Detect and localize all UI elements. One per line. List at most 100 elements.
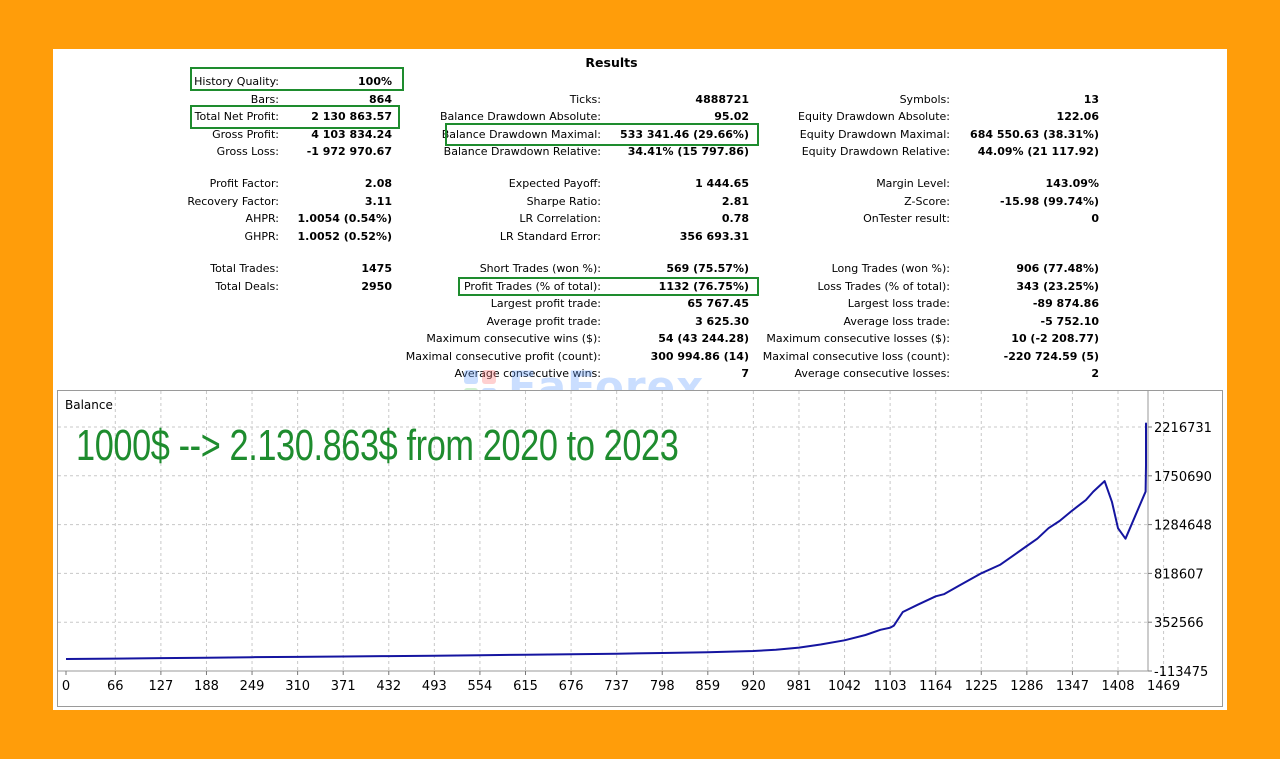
x-tick-label: 737 (604, 679, 629, 694)
col2-label: Balance Drawdown Absolute: (439, 110, 601, 123)
x-tick-label: 554 (468, 679, 493, 694)
col1-label: AHPR: (245, 212, 279, 225)
col2-value: 65 767.45 (687, 297, 749, 310)
col2-label: Expected Payoff: (508, 177, 601, 190)
report-panel: Results History Quality: 100% Bars: 864 Tota… (53, 49, 1227, 710)
col1-value: 3.11 (364, 195, 392, 208)
col3-label: Equity Drawdown Maximal: (799, 128, 950, 141)
col3-value: 44.09% (21 117.92) (977, 145, 1099, 158)
balance-chart: 0 66 127 188 249 310 371 432 493 554 615 676 737 798 8… (57, 390, 1223, 707)
y-tick-label: -113475 (1154, 665, 1208, 680)
x-tick-label: 371 (331, 679, 356, 694)
col2-value: 95.02 (714, 110, 749, 123)
x-tick-label: 859 (695, 679, 720, 694)
col3-value: 13 (1083, 93, 1099, 106)
col2-label: Sharpe Ratio: (526, 195, 601, 208)
col2-label: Average profit trade: (486, 315, 601, 328)
highlight-total-net-profit (190, 105, 400, 129)
col2-value: 356 693.31 (679, 230, 749, 243)
col1-value: 1.0054 (0.54%) (297, 212, 393, 225)
x-tick-label: 127 (148, 679, 173, 694)
col3-value: -5 752.10 (1040, 315, 1100, 328)
col2-label: LR Standard Error: (499, 230, 601, 243)
col1-value: 2950 (361, 280, 392, 293)
y-tick-label: 818607 (1154, 567, 1204, 582)
col2-value: 2.81 (721, 195, 749, 208)
col3-label: Equity Drawdown Relative: (801, 145, 950, 158)
col1-value: 2 130 863.57 (311, 110, 392, 123)
col1-label: Gross Loss: (216, 145, 279, 158)
x-tick-label: 1042 (828, 679, 861, 694)
col3-value: -15.98 (99.74%) (999, 195, 1099, 208)
col2-label: Largest profit trade: (490, 297, 601, 310)
col2-value: 34.41% (15 797.86) (627, 145, 749, 158)
col3-value: 0 (1091, 212, 1099, 225)
col1-label: Total Deals: (215, 280, 279, 293)
x-tick-label: 1408 (1101, 679, 1134, 694)
balance-chart-svg: 0 66 127 188 249 310 371 432 493 554 615 676 737 798 8… (58, 391, 1212, 694)
x-tick-label: 0 (62, 679, 70, 694)
col3-value: 906 (77.48%) (1016, 262, 1099, 275)
x-tick-label: 188 (194, 679, 219, 694)
col2-value: 7 (741, 367, 749, 380)
y-tick-label: 1750690 (1154, 470, 1212, 485)
y-tick-label: 1284648 (1154, 519, 1212, 534)
col3-label: Symbols: (899, 93, 950, 106)
highlight-profit-trades (458, 277, 759, 296)
col2-label: Short Trades (won %): (479, 262, 601, 275)
col2-value: 533 341.46 (29.66%) (620, 128, 749, 141)
col1-value: 100% (358, 75, 392, 88)
x-tick-label: 1164 (919, 679, 952, 694)
x-tick-label: 249 (240, 679, 265, 694)
col2-label: Ticks: (569, 93, 601, 106)
col3-label: Margin Level: (876, 177, 950, 190)
col3-value: 684 550.63 (38.31%) (970, 128, 1099, 141)
col2-value: 569 (75.57%) (666, 262, 749, 275)
x-tick-label: 432 (376, 679, 401, 694)
col3-value: 122.06 (1056, 110, 1099, 123)
col2-label: Maximum consecutive wins ($): (426, 332, 601, 345)
col1-value: 1475 (361, 262, 392, 275)
col2-value: 0.78 (721, 212, 749, 225)
col3-value: 343 (23.25%) (1016, 280, 1099, 293)
col2-label: Profit Trades (% of total): (463, 280, 601, 293)
col1-label: Gross Profit: (212, 128, 279, 141)
x-tick-label: 493 (422, 679, 447, 694)
col2-label: LR Correlation: (519, 212, 601, 225)
col3-value: 2 (1091, 367, 1099, 380)
col1-label: History Quality: (194, 75, 279, 88)
col2-value: 1 444.65 (695, 177, 749, 190)
col3-label: OnTester result: (863, 212, 950, 225)
col1-label: Total Net Profit: (194, 110, 279, 123)
col3-label: Loss Trades (% of total): (817, 280, 950, 293)
col3-label: Largest loss trade: (847, 297, 950, 310)
col1-value: 1.0052 (0.52%) (297, 230, 393, 243)
col1-value: 864 (369, 93, 392, 106)
col2-label: Balance Drawdown Maximal: (441, 128, 601, 141)
col2-value: 3 625.30 (695, 315, 749, 328)
x-tick-label: 920 (741, 679, 766, 694)
col2-value: 300 994.86 (14) (650, 350, 749, 363)
col1-label: Bars: (250, 93, 279, 106)
col1-label: Profit Factor: (209, 177, 279, 190)
col3-label: Equity Drawdown Absolute: (798, 110, 950, 123)
x-tick-label: 676 (559, 679, 584, 694)
x-tick-label: 1469 (1147, 679, 1180, 694)
highlight-history-quality (190, 67, 404, 91)
col3-label: Maximum consecutive losses ($): (766, 332, 950, 345)
col2-label: Average consecutive wins: (454, 367, 601, 380)
col3-value: 143.09% (1045, 177, 1099, 190)
x-tick-label: 981 (787, 679, 812, 694)
col1-value: -1 972 970.67 (306, 145, 392, 158)
col3-label: Average consecutive losses: (794, 367, 950, 380)
col3-value: -220 724.59 (5) (1003, 350, 1099, 363)
x-tick-label: 1347 (1056, 679, 1089, 694)
x-tick-label: 1225 (965, 679, 998, 694)
col3-label: Z-Score: (904, 195, 950, 208)
col1-label: Recovery Factor: (187, 195, 279, 208)
col1-value: 2.08 (364, 177, 392, 190)
col3-value: -89 874.86 (1032, 297, 1099, 310)
col2-value: 4888721 (695, 93, 749, 106)
results-title: Results (585, 55, 638, 70)
x-tick-label: 1286 (1010, 679, 1043, 694)
